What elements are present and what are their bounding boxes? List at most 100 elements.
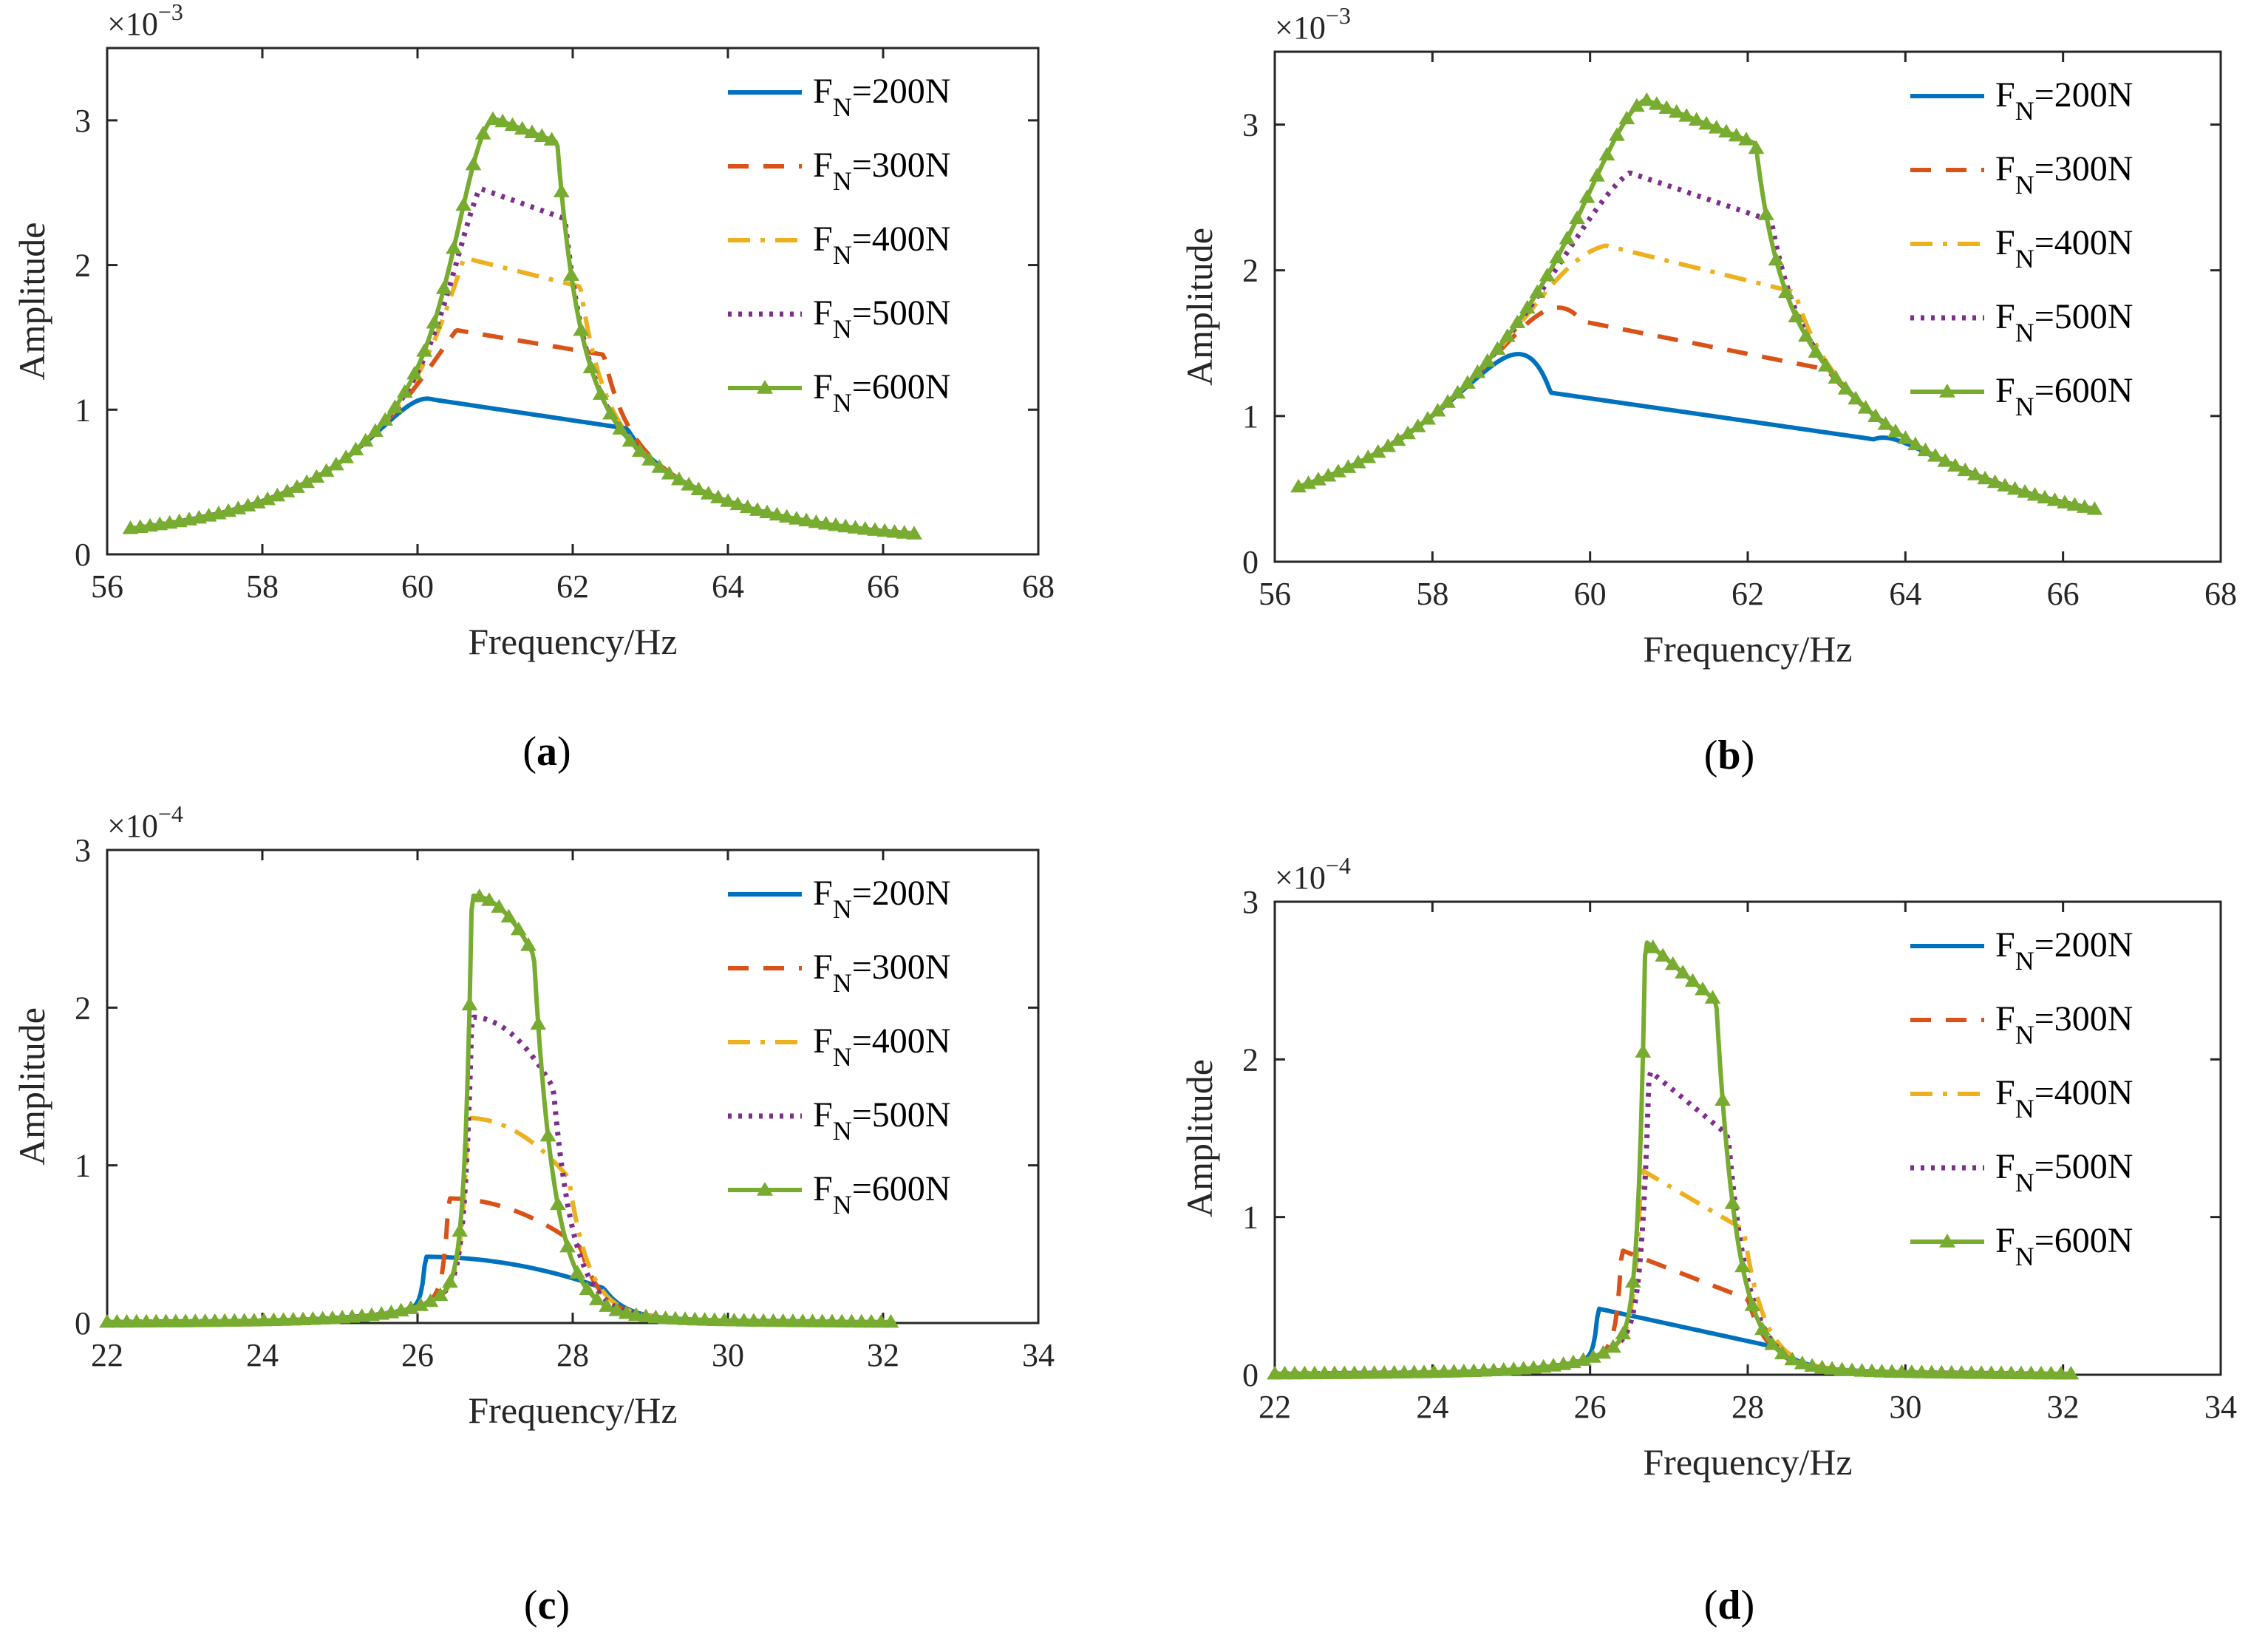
series-marker bbox=[1698, 115, 1715, 130]
series-marker bbox=[2017, 484, 2033, 498]
series-marker bbox=[1986, 474, 2003, 489]
exponent-power: −3 bbox=[1326, 2, 1351, 29]
x-axis-title: Frequency/Hz bbox=[468, 1390, 677, 1431]
caption-close: ) bbox=[1741, 732, 1755, 778]
series-marker bbox=[867, 522, 883, 536]
y-tick-label: 3 bbox=[75, 832, 91, 868]
series-marker bbox=[1306, 1365, 1323, 1380]
series-marker bbox=[1937, 453, 1954, 467]
series-marker bbox=[817, 516, 834, 530]
series-marker bbox=[1933, 1364, 1950, 1379]
series-marker bbox=[1276, 1365, 1293, 1380]
series-marker bbox=[1797, 327, 1814, 342]
series-marker bbox=[579, 1281, 596, 1295]
series-marker bbox=[1436, 1364, 1452, 1378]
legend-label-main: F bbox=[813, 367, 833, 407]
series-marker bbox=[2066, 497, 2083, 511]
series-marker bbox=[347, 441, 364, 456]
series-marker bbox=[1817, 358, 1834, 372]
y-tick-label: 3 bbox=[1242, 107, 1259, 143]
series-marker bbox=[1589, 168, 1605, 182]
plot-area bbox=[106, 848, 1040, 1324]
legend-marker bbox=[757, 380, 773, 394]
series-marker bbox=[452, 1222, 469, 1237]
series-marker bbox=[1499, 328, 1516, 342]
series-marker bbox=[1748, 140, 1765, 154]
legend-entry: FN=200N bbox=[1995, 75, 2133, 126]
x-tick-label: 32 bbox=[2047, 1389, 2080, 1425]
series-marker bbox=[1406, 1364, 1423, 1378]
legend-entry: FN=300N bbox=[813, 948, 950, 998]
y-tick-label: 2 bbox=[75, 990, 91, 1026]
series-marker bbox=[1624, 1273, 1641, 1288]
series-marker bbox=[1777, 284, 1794, 299]
series-marker bbox=[2046, 492, 2063, 506]
legend-label-rest: =400N bbox=[2034, 223, 2134, 262]
series-marker bbox=[1675, 965, 1692, 979]
series-marker bbox=[1848, 390, 1865, 405]
x-tick-label: 26 bbox=[1574, 1389, 1607, 1425]
series-marker bbox=[1714, 1092, 1731, 1106]
legend-label-rest: =300N bbox=[2034, 149, 2134, 188]
legend-label-main: F bbox=[1995, 1073, 2015, 1112]
series-line-500n bbox=[129, 186, 915, 537]
caption-open: ( bbox=[1704, 1582, 1718, 1628]
legend-label-rest: =200N bbox=[852, 874, 951, 913]
caption-letter: d bbox=[1717, 1582, 1740, 1628]
series-marker bbox=[1754, 1321, 1771, 1336]
series-marker bbox=[1788, 308, 1805, 323]
panel-caption: (c) bbox=[524, 1582, 570, 1628]
series-marker bbox=[837, 518, 854, 533]
legend-entry: FN=300N bbox=[1995, 999, 2133, 1050]
series-marker bbox=[1808, 344, 1825, 358]
series-marker bbox=[485, 111, 501, 126]
series-marker bbox=[510, 921, 527, 936]
y-tick-label: 2 bbox=[1242, 253, 1259, 289]
series-marker bbox=[804, 1313, 821, 1327]
series-marker bbox=[1668, 103, 1685, 118]
series-marker bbox=[118, 1313, 135, 1328]
series-marker bbox=[1814, 1359, 1831, 1374]
series-marker bbox=[863, 1313, 879, 1328]
legend-label-rest: =600N bbox=[2034, 371, 2134, 410]
y-tick-label: 1 bbox=[75, 1148, 91, 1184]
legend-label-sub: N bbox=[833, 894, 852, 924]
series-marker bbox=[474, 126, 491, 140]
series-marker bbox=[687, 1311, 704, 1326]
legend-label-sub: N bbox=[833, 1116, 852, 1146]
series-marker bbox=[1529, 284, 1546, 299]
x-tick-label: 60 bbox=[401, 568, 434, 605]
legend-label-main: F bbox=[813, 948, 833, 987]
series-marker bbox=[641, 452, 658, 466]
series-marker bbox=[1768, 251, 1785, 266]
series-marker bbox=[1833, 1361, 1850, 1376]
series-marker bbox=[1824, 1361, 1841, 1375]
legend-label-sub: N bbox=[833, 92, 852, 122]
series-marker bbox=[549, 1196, 566, 1211]
y-tick-label: 2 bbox=[75, 248, 91, 284]
series-marker bbox=[1758, 206, 1774, 220]
y-tick-label: 3 bbox=[75, 103, 91, 139]
legend-label-sub: N bbox=[2015, 1020, 2034, 1050]
series-marker bbox=[1794, 1355, 1811, 1370]
series-marker bbox=[1479, 353, 1496, 367]
series-marker bbox=[494, 113, 511, 128]
legend-label-sub: N bbox=[2015, 244, 2034, 273]
series-marker bbox=[670, 472, 687, 486]
series-marker bbox=[386, 399, 403, 413]
series-marker bbox=[1828, 370, 1845, 384]
series-marker bbox=[720, 493, 737, 507]
x-tick-label: 26 bbox=[401, 1337, 434, 1373]
x-tick-label: 62 bbox=[556, 568, 589, 605]
series-marker bbox=[2063, 1365, 2080, 1380]
series-marker bbox=[2037, 489, 2053, 504]
series-marker bbox=[1539, 267, 1556, 282]
caption-open: ( bbox=[1704, 732, 1718, 778]
series-marker bbox=[882, 1313, 899, 1328]
x-tick-label: 24 bbox=[246, 1337, 279, 1373]
series-marker bbox=[1376, 1364, 1393, 1379]
series-marker bbox=[873, 1313, 890, 1328]
series-marker bbox=[461, 996, 478, 1010]
series-marker bbox=[1635, 1044, 1652, 1058]
legend-label-main: F bbox=[813, 874, 833, 913]
